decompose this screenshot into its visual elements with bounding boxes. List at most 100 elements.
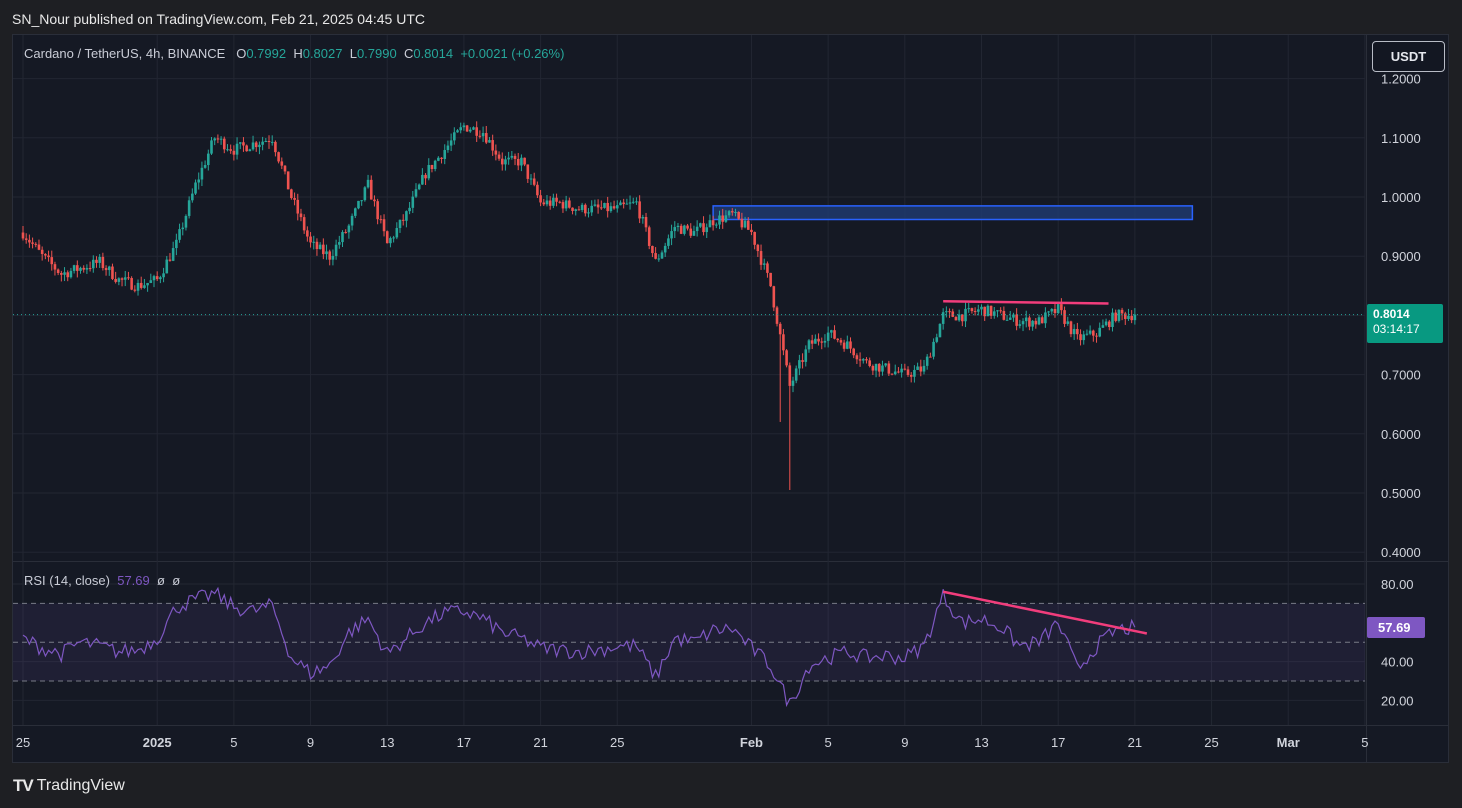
rsi-title[interactable]: RSI (14, close) [24,573,110,588]
candle-body [76,265,79,271]
candle-body [481,133,485,137]
candle-body [868,360,871,367]
tradingview-logo[interactable]: TV TradingView [13,776,125,796]
symbol-title[interactable]: Cardano / TetherUS, 4h, BINANCE [24,46,226,61]
candle [651,245,654,258]
candle-body [408,207,411,212]
candle [692,225,696,236]
candle [986,304,990,317]
open-label: O [236,46,247,61]
candle-body [711,220,715,226]
change-value: +0.0021 (+0.26%) [460,46,565,61]
candle [919,359,923,377]
candle-body [40,249,44,255]
candle [149,273,153,284]
candle [929,352,932,358]
candle-body [740,218,744,228]
candle [734,208,737,217]
candle [529,174,533,185]
candle [893,364,897,376]
candle-body [1050,308,1054,312]
candle [973,307,977,316]
candle-body [328,251,332,260]
candle-body [992,311,996,316]
candle [315,238,319,256]
candle [98,254,101,268]
candle [1101,319,1105,328]
candle-body [475,127,478,136]
candle-body [759,251,763,265]
candle-body [846,341,849,349]
candle-body [1108,321,1111,327]
candle-body [318,244,322,250]
candle-body [766,263,769,273]
candle [954,316,958,321]
candle [421,168,424,185]
candle-body [1037,317,1041,325]
chart-frame[interactable]: 1.20001.10001.00000.90000.80000.70000.60… [12,34,1449,763]
candle-body [127,277,130,279]
candle-body [1085,333,1089,335]
candle [957,309,961,322]
candle [810,334,814,350]
candle [181,222,185,236]
candle [775,305,779,327]
candle [53,261,57,276]
candle [207,149,210,171]
candle [245,144,248,152]
candle [120,277,124,287]
candle-body [469,129,472,132]
candle-body [344,232,347,234]
candle-body [1002,311,1006,320]
candle [1005,315,1009,321]
candle [76,260,79,278]
candle-body [897,371,900,373]
price-tick-label: 0.7000 [1381,368,1421,383]
candle-body [523,157,526,165]
candle-body [833,330,836,339]
candle [184,214,188,231]
candle-body [516,158,520,166]
candle-body [31,242,34,244]
bar-countdown: 03:14:17 [1373,322,1420,336]
candle [948,308,951,318]
candle-body [849,341,852,349]
candle-body [941,312,945,324]
candle [510,150,514,160]
time-tick-label: Mar [1277,735,1300,750]
candle-body [810,340,814,344]
candle [136,279,140,296]
candle [603,202,606,209]
candle [996,310,999,318]
candle [874,363,878,378]
candle [702,216,705,236]
candle-body [117,278,121,282]
candle [788,362,792,491]
candle-body [28,239,31,243]
candle-body [50,257,54,265]
candle-body [532,178,536,185]
currency-button[interactable]: USDT [1372,41,1445,72]
candle-body [983,306,986,317]
candle [881,360,884,376]
candle [667,234,670,249]
candle [596,199,600,214]
candle-body [1056,304,1060,314]
candle [261,136,264,151]
candle-body [817,338,820,342]
candle [641,214,645,224]
candle [302,214,306,234]
candle [989,305,993,319]
candle-body [839,340,843,343]
candle [497,151,501,161]
candle [532,172,536,187]
candle [807,339,811,353]
tradingview-logo-icon: TV [13,776,34,795]
time-tick-label: 9 [901,735,908,750]
price-tick-label: 1.0000 [1381,190,1421,205]
candle [1015,308,1018,331]
candle [226,144,229,152]
candle [903,363,907,371]
chart-canvas[interactable]: 1.20001.10001.00000.90000.80000.70000.60… [13,35,1449,763]
candle-body [366,179,370,188]
